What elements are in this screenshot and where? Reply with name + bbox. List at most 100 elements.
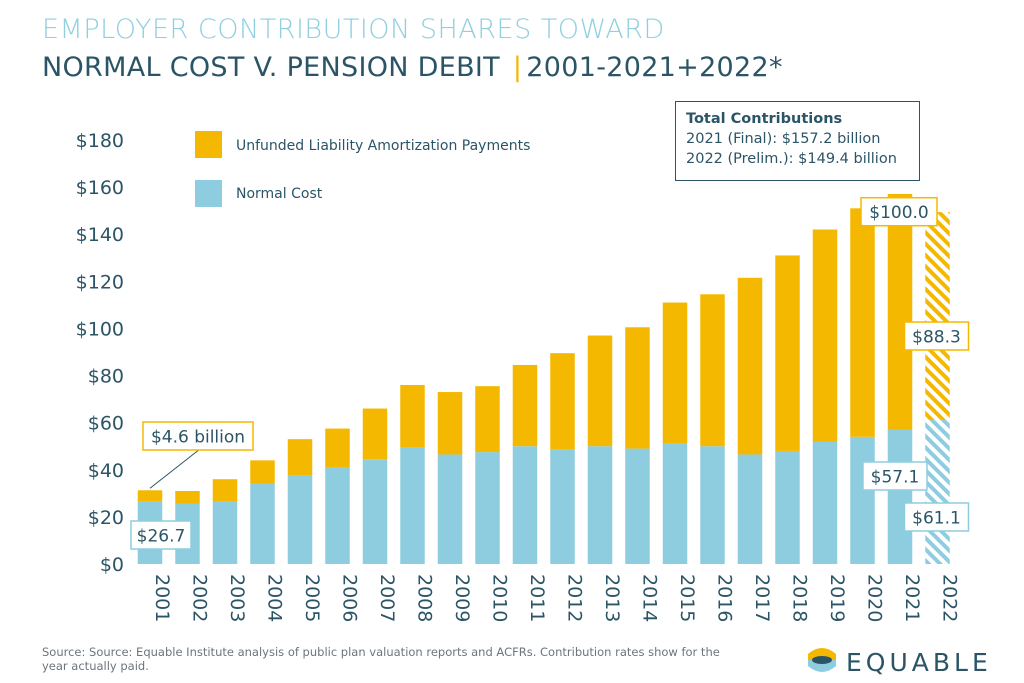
x-tick-label-2002: 2002 — [189, 574, 211, 622]
bar-unfunded-2017 — [737, 277, 763, 455]
x-tick-label-2011: 2011 — [526, 574, 548, 622]
bar-unfunded-2015 — [662, 302, 688, 444]
bar-unfunded-2012 — [550, 353, 575, 450]
annotation-normal-2001-label: $26.7 — [137, 527, 186, 547]
legend: Unfunded Liability Amortization Payments… — [195, 131, 530, 207]
bar-normal-cost-2006 — [325, 467, 350, 564]
bar-normal-cost-2009 — [437, 454, 463, 564]
bar-normal-cost-2008 — [400, 447, 425, 564]
bar-unfunded-2010 — [475, 386, 500, 453]
stacked-bar-chart: $0$20$40$60$80$100$120$140$160$180 2001 2… — [76, 130, 970, 622]
bar-normal-cost-2018 — [775, 450, 800, 564]
bar-normal-cost-2021 — [887, 429, 913, 564]
annotation-normal-2022-box — [903, 502, 970, 532]
x-tick-label-2001: 2001 — [151, 574, 173, 622]
bar-unfunded-2019 — [812, 229, 838, 442]
x-axis: 2001 2002 2003 2004 2005 2006 2007 2008 2009 2010… — [151, 574, 961, 622]
totals-line-2021: 2021 (Final): $157.2 billion — [686, 131, 881, 147]
bar-normal-cost-2010 — [475, 452, 500, 564]
bar-normal-cost-2016 — [700, 446, 725, 564]
x-tick-label-2015: 2015 — [676, 574, 698, 622]
bar-unfunded-2009 — [437, 392, 463, 455]
leader-line-2001 — [149, 448, 201, 489]
y-tick-label: $60 — [88, 413, 124, 435]
title-separator: | — [512, 52, 523, 83]
bar-normal-cost-2020 — [850, 436, 875, 564]
x-tick-label-2012: 2012 — [564, 574, 586, 622]
x-tick-label-2007: 2007 — [376, 574, 398, 622]
bar-normal-cost-2017 — [737, 454, 763, 564]
annotation-normal-2022-label: $61.1 — [912, 509, 961, 529]
annotation-normal-2001-box — [130, 520, 192, 550]
bar-normal-cost-2013 — [587, 446, 613, 564]
equable-logo-icon — [808, 648, 836, 672]
bar-unfunded-2021 — [887, 193, 913, 430]
bar-unfunded-2016 — [700, 294, 725, 447]
totals-line-2022: 2022 (Prelim.): $149.4 billion — [686, 151, 897, 167]
chart-title-line2: NORMAL COST V. PENSION DEBIT | 2001-2021+… — [42, 52, 783, 83]
x-tick-label-2008: 2008 — [414, 574, 436, 622]
annotation-unfunded-2001-label: $4.6 billion — [151, 428, 245, 448]
x-tick-label-2005: 2005 — [301, 574, 323, 622]
bar-normal-cost-2014 — [625, 448, 650, 564]
annotation-unfunded-2022-label: $88.3 — [912, 328, 961, 348]
title-main: NORMAL COST V. PENSION DEBIT — [42, 52, 500, 83]
y-tick-label: $180 — [76, 130, 124, 152]
bar-normal-cost-2005 — [287, 475, 313, 564]
bar-unfunded-2003 — [212, 479, 238, 502]
y-tick-label: $120 — [76, 271, 124, 293]
bars-group — [137, 193, 950, 564]
bar-normal-cost-2004 — [250, 483, 275, 564]
bar-unfunded-2005 — [287, 439, 313, 476]
x-tick-label-2004: 2004 — [264, 574, 286, 622]
x-tick-label-2006: 2006 — [339, 574, 361, 622]
annotations: $4.6 billion $26.7 $100.0 $88.3 $57.1 $61.1 — [130, 196, 970, 550]
annotation-unfunded-2001-box — [142, 421, 254, 451]
x-tick-label-2020: 2020 — [864, 574, 886, 622]
y-tick-label: $0 — [100, 554, 124, 576]
x-tick-label-2021: 2021 — [901, 574, 923, 622]
x-tick-label-2016: 2016 — [714, 574, 736, 622]
bar-unfunded-2001 — [137, 490, 163, 502]
x-tick-label-2014: 2014 — [639, 574, 661, 622]
bar-normal-cost-2003 — [212, 501, 238, 564]
y-tick-label: $80 — [88, 366, 124, 388]
x-tick-label-2017: 2017 — [751, 574, 773, 622]
bar-normal-cost-2015 — [662, 443, 688, 564]
annotation-normal-2021-box — [862, 461, 928, 491]
annotation-unfunded-2022-box — [903, 321, 970, 351]
bar-unfunded-2020 — [850, 208, 875, 437]
legend-label-normal: Normal Cost — [236, 186, 323, 202]
y-axis: $0 $20 $40 $60 $80 $100 $120 $140 $160 $180 — [76, 130, 124, 576]
annotation-unfunded-2021-label: $100.0 — [869, 203, 928, 223]
chart-title-line1: EMPLOYER CONTRIBUTION SHARES TOWARD — [42, 14, 665, 45]
logo-wordmark: EQUABLE — [846, 648, 992, 677]
bar-unfunded-2008 — [400, 384, 425, 448]
x-tick-label-2022: 2022 — [939, 574, 961, 622]
bar-normal-cost-2007 — [362, 459, 388, 564]
bar-normal-cost-2011 — [512, 446, 538, 564]
x-tick-label-2009: 2009 — [451, 574, 473, 622]
bar-unfunded-2006 — [325, 428, 350, 468]
y-tick-label: $140 — [76, 224, 124, 246]
bar-unfunded-2022 — [925, 212, 950, 421]
bar-unfunded-2004 — [250, 460, 275, 484]
bar-unfunded-2013 — [587, 335, 613, 447]
y-tick-label: $160 — [76, 177, 124, 199]
y-tick-label: $20 — [88, 507, 124, 529]
bar-unfunded-2002 — [175, 490, 200, 504]
bar-unfunded-2014 — [625, 327, 650, 449]
bar-unfunded-2018 — [775, 255, 800, 451]
x-tick-label-2019: 2019 — [826, 574, 848, 622]
bar-unfunded-2007 — [362, 408, 388, 460]
totals-box: Total Contributions 2021 (Final): $157.2… — [675, 101, 920, 181]
legend-label-unfunded: Unfunded Liability Amortization Payments — [236, 138, 530, 154]
y-tick-label: $40 — [88, 460, 124, 482]
bar-normal-cost-2012 — [550, 449, 575, 564]
annotation-unfunded-2021-box — [860, 196, 938, 227]
title-years: 2001-2021+2022* — [526, 52, 783, 83]
bar-unfunded-2011 — [512, 364, 538, 447]
bar-normal-cost-2022 — [925, 420, 950, 564]
legend-swatch-unfunded — [195, 131, 222, 158]
source-note: Source: Source: Equable Institute analys… — [42, 645, 720, 673]
